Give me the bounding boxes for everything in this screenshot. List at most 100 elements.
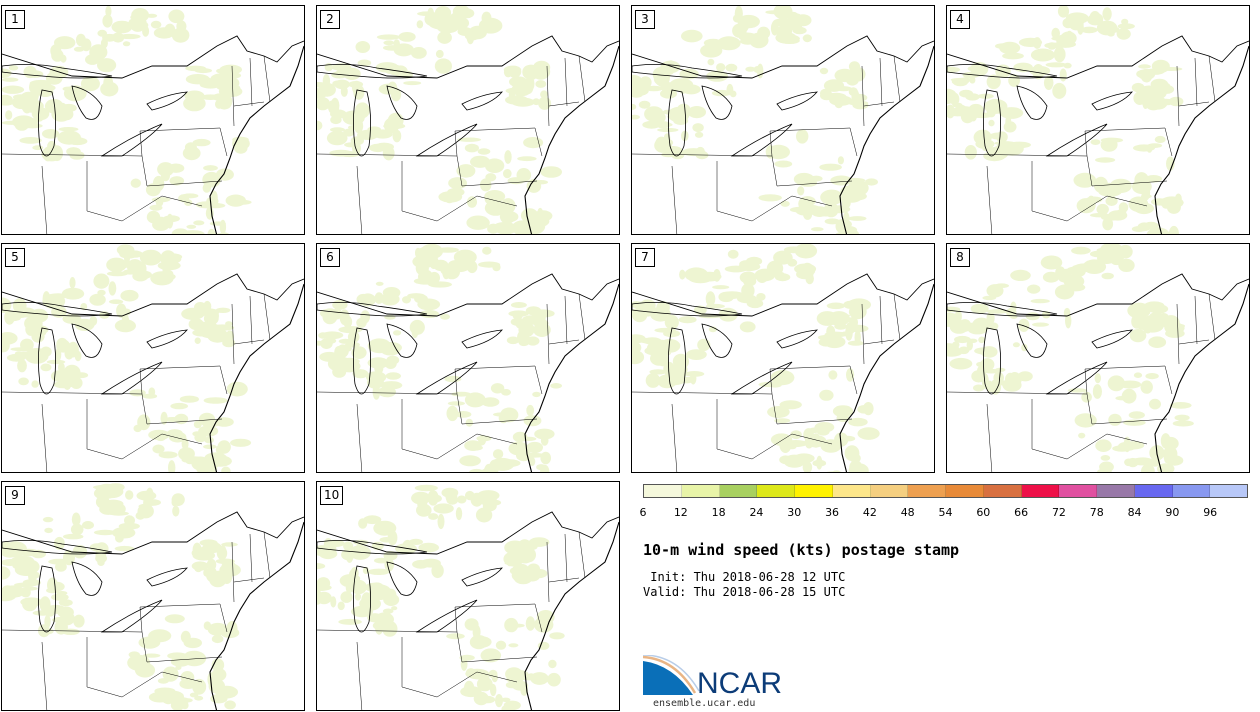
wind-speed-patch bbox=[725, 63, 738, 72]
wind-speed-patch bbox=[973, 129, 992, 145]
wind-speed-patch bbox=[501, 704, 514, 710]
wind-speed-patch bbox=[95, 553, 107, 563]
wind-speed-patch bbox=[221, 560, 236, 573]
wind-speed-patch bbox=[503, 169, 512, 179]
wind-speed-patch bbox=[789, 206, 811, 213]
wind-speed-patch bbox=[1051, 27, 1060, 39]
wind-speed-patch bbox=[403, 81, 422, 86]
wind-speed-patch bbox=[206, 558, 217, 571]
wind-speed-patch bbox=[657, 127, 679, 133]
wind-speed-patch bbox=[812, 459, 827, 467]
wind-speed-patch bbox=[632, 341, 642, 354]
wind-speed-patch bbox=[642, 120, 661, 129]
wind-speed-patch bbox=[2, 77, 19, 82]
wind-speed-patch bbox=[391, 606, 398, 611]
wind-speed-patch bbox=[1087, 14, 1104, 26]
wind-speed-patch bbox=[194, 302, 207, 313]
wind-speed-patch bbox=[151, 197, 171, 203]
wind-speed-patch bbox=[348, 124, 362, 131]
wind-speed-patch bbox=[142, 653, 161, 658]
colorbar-tick-label: 30 bbox=[787, 506, 802, 519]
coastline bbox=[839, 283, 934, 472]
wind-speed-patch bbox=[533, 322, 551, 337]
wind-speed-patch bbox=[1167, 323, 1185, 329]
init-time: Init: Thu 2018-06-28 12 UTC bbox=[643, 570, 846, 584]
wind-speed-patch bbox=[457, 137, 482, 142]
wind-speed-patch bbox=[820, 189, 844, 205]
wind-speed-patch bbox=[1145, 175, 1162, 183]
wind-speed-patch bbox=[969, 109, 978, 122]
wind-speed-patch bbox=[817, 334, 839, 341]
wind-speed-patch bbox=[1057, 6, 1070, 18]
wind-speed-patch bbox=[1059, 68, 1067, 82]
wind-speed-patch bbox=[369, 143, 386, 153]
wind-speed-patch bbox=[974, 347, 997, 355]
state-borders bbox=[632, 55, 901, 234]
wind-speed-patch bbox=[472, 624, 481, 639]
lake-huron bbox=[71, 323, 103, 358]
wind-speed-patch bbox=[48, 558, 73, 565]
wind-speed-patch bbox=[805, 273, 814, 285]
wind-speed-patch bbox=[434, 58, 452, 74]
wind-speed-patch bbox=[1100, 137, 1124, 143]
wind-speed-patch bbox=[347, 331, 360, 343]
colorbar-tick-label: 72 bbox=[1051, 506, 1066, 519]
wind-speed-patch bbox=[1141, 463, 1155, 472]
wind-speed-patch bbox=[459, 654, 475, 661]
wind-speed-patch bbox=[375, 620, 384, 635]
wind-speed-patch bbox=[1086, 195, 1096, 211]
wind-speed-patch bbox=[490, 383, 505, 394]
wind-speed-patch bbox=[477, 148, 491, 155]
wind-speed-patch bbox=[796, 129, 809, 144]
wind-speed-patch bbox=[121, 314, 130, 330]
logo-text: NCAR bbox=[697, 667, 782, 697]
wind-speed-patch bbox=[372, 129, 393, 139]
wind-speed-patch bbox=[505, 552, 514, 567]
wind-speed-patch bbox=[512, 431, 528, 443]
wind-speed-patch bbox=[1132, 179, 1152, 195]
lake-michigan bbox=[38, 565, 56, 633]
wind-speed-patch bbox=[720, 37, 727, 47]
wind-speed-patch bbox=[434, 6, 452, 20]
wind-speed-patch bbox=[767, 406, 790, 418]
wind-speed-patch bbox=[203, 444, 217, 450]
wind-speed-patch bbox=[989, 132, 1007, 140]
wind-speed-patch bbox=[984, 98, 1008, 114]
wind-speed-patch bbox=[74, 318, 95, 331]
lake-ontario bbox=[1091, 329, 1133, 349]
wind-speed-patch bbox=[224, 700, 236, 710]
wind-speed-patch bbox=[843, 211, 850, 226]
wind-speed-patch bbox=[727, 249, 739, 259]
base-map bbox=[2, 244, 304, 472]
wind-speed-patch bbox=[540, 451, 551, 465]
colorbar-ticks: 6 12 18 24 30 36 42 48 54 60 66 72 78 84 90 96 bbox=[640, 506, 1248, 520]
lake-ontario bbox=[461, 329, 503, 349]
wind-speed-patch bbox=[5, 110, 13, 120]
wind-speed-patch bbox=[334, 345, 344, 359]
wind-speed-patch bbox=[774, 160, 793, 168]
wind-speed-patch bbox=[514, 226, 539, 234]
wind-speed-patch bbox=[12, 298, 27, 313]
wind-speed-patch bbox=[204, 436, 215, 444]
wind-speed-patch bbox=[1090, 139, 1101, 146]
wind-speed-patch bbox=[1148, 304, 1169, 314]
wind-speed-patch bbox=[193, 220, 205, 226]
wind-speed-patch bbox=[1169, 402, 1192, 409]
colorbar-tick-label: 78 bbox=[1089, 506, 1104, 519]
wind-speed-patch bbox=[2, 587, 17, 602]
wind-speed-patch bbox=[6, 315, 21, 322]
wind-speed-patch bbox=[460, 686, 482, 698]
lake-ontario bbox=[146, 567, 188, 587]
wind-speed-patch bbox=[1134, 316, 1156, 331]
wind-speed-patch bbox=[191, 548, 205, 558]
base-map bbox=[632, 6, 934, 234]
wind-speed-patch bbox=[548, 659, 557, 669]
wind-speed-patch bbox=[460, 657, 468, 671]
wind-speed-patch bbox=[75, 372, 89, 379]
wind-speed-patch bbox=[192, 431, 202, 437]
wind-speed-patch bbox=[531, 568, 548, 579]
panel-label: 1 bbox=[5, 10, 25, 29]
wind-speed-patch bbox=[11, 95, 31, 109]
wind-speed-patch bbox=[24, 348, 49, 364]
wind-speed-patch bbox=[988, 119, 995, 127]
